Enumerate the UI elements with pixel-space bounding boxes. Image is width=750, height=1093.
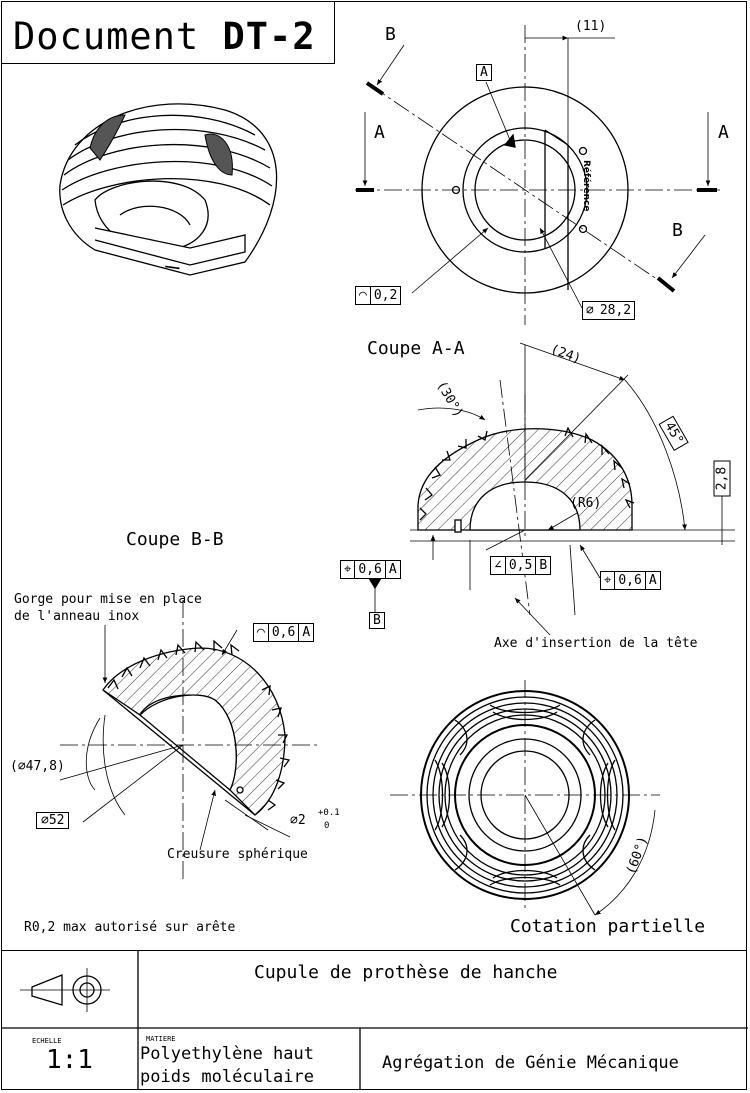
title-block	[1, 950, 747, 1090]
material-line1: Polyethylène haut	[140, 1044, 314, 1064]
spherical-hollow-label: Creusure sphérique	[167, 847, 308, 862]
edge-radius-note: R0,2 max autorisé sur arête	[24, 920, 236, 935]
position-icon: ⌖	[341, 561, 356, 578]
engraving-text: Référence	[581, 160, 591, 212]
cut-a-right-label: A	[718, 122, 729, 143]
top-view	[355, 25, 720, 325]
dia-52-box: ⌀52	[36, 812, 70, 829]
cut-b-top-label: B	[385, 24, 396, 45]
svg-text:▬▬▬▬: ▬▬▬▬	[165, 263, 181, 272]
position-icon: ⌖	[601, 572, 616, 589]
dia-47-8: (⌀47,8)	[10, 759, 65, 774]
material-caption: MATIERE	[146, 1035, 176, 1043]
section-aa-title: Coupe A-A	[367, 338, 465, 359]
document-title-box: Document DT-2	[1, 1, 335, 64]
diameter-icon: ⌀	[586, 303, 594, 318]
dia-2-tol-lower: 0	[324, 821, 330, 831]
tol-profile-bb: ◠ 0,6 A	[253, 623, 315, 642]
angularity-icon: ∠	[491, 557, 506, 574]
profile-icon: ◠	[356, 287, 371, 304]
section-aa-view	[367, 342, 735, 636]
material-line2: poids moléculaire	[140, 1067, 314, 1087]
insertion-axis-label: Axe d'insertion de la tête	[494, 636, 698, 651]
scale-caption: ECHELLE	[32, 1037, 62, 1045]
tol-profile-top: ◠ 0,2	[355, 286, 402, 305]
document-title: Document DT-2	[13, 15, 316, 58]
isometric-view: ▬▬▬▬	[59, 103, 278, 276]
groove-note-line1: Gorge pour mise en place	[14, 592, 202, 607]
dia-28-box: ⌀ 28,2	[582, 301, 636, 320]
dim-11: (11)	[575, 19, 607, 34]
dim-2-8: 2,8	[713, 460, 731, 497]
section-bb-title: Coupe B-B	[126, 529, 224, 550]
groove-note-line2: de l'anneau inox	[14, 609, 140, 624]
tol-angularity: ∠ 0,5 B	[490, 556, 552, 575]
dim-r6: (R6)	[570, 496, 602, 511]
cut-b-bottom-label: B	[672, 220, 683, 241]
partial-dims-title: Cotation partielle	[510, 916, 706, 937]
cartouche-grid	[1, 950, 748, 1090]
tol-position-left: ⌖ 0,6 A	[340, 560, 401, 579]
scale-value: 1:1	[46, 1045, 93, 1075]
datum-a-box: A	[476, 64, 492, 81]
cut-a-left-label: A	[374, 122, 385, 143]
dia-2-tol-upper: +0.1	[318, 808, 340, 818]
institution: Agrégation de Génie Mécanique	[382, 1053, 679, 1073]
section-bb-view	[59, 600, 320, 880]
dia-2: ⌀2	[290, 813, 306, 828]
cartouche-title: Cupule de prothèse de hanche	[254, 962, 558, 983]
tol-position-right: ⌖ 0,6 A	[600, 571, 661, 590]
partial-dims-view	[390, 680, 660, 916]
profile-icon: ◠	[254, 624, 269, 641]
datum-b-box: B	[369, 612, 385, 629]
